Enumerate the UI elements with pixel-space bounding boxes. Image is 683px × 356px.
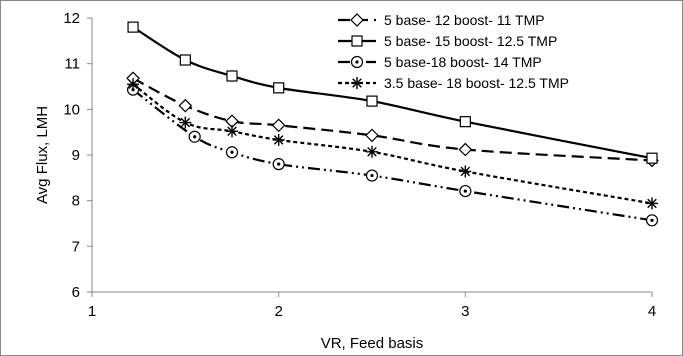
y-tick-label: 8 [72,193,80,210]
legend-marker [351,35,363,47]
data-point [459,184,472,198]
x-tick-label: 2 [274,303,282,320]
data-point [272,133,285,146]
x-axis-title: VR, Feed basis [321,335,424,352]
x-tick-label: 4 [648,303,656,320]
legend-marker [350,55,364,69]
x-axis-ticks: 1 2 3 4 [88,292,656,320]
y-tick-label: 11 [64,56,80,73]
data-point [366,145,378,158]
legend: 5 base- 12 boost- 11 TMP 5 base- 15 boost… [338,12,569,91]
legend-item: 5 base-18 boost- 14 TMP [338,54,542,70]
data-point [646,197,658,210]
data-point [458,142,473,157]
data-point [179,116,192,129]
series-2 [127,21,658,164]
y-axis-ticks: 6 7 8 9 10 11 12 [63,10,92,301]
data-point [127,21,139,33]
data-point [272,158,285,171]
data-point [459,165,472,178]
y-tick-label: 9 [72,147,80,164]
legend-label: 5 base- 15 boost- 12.5 TMP [384,33,557,49]
series-line [132,88,653,222]
y-tick-label: 6 [72,284,80,301]
data-point [271,118,286,133]
x-tick-label: 1 [88,303,96,320]
data-point [226,70,238,82]
data-point [226,125,238,138]
y-tick-label: 10 [63,101,80,118]
data-point [225,146,239,159]
data-point [127,78,140,91]
data-point [366,95,378,107]
legend-label: 5 base- 12 boost- 11 TMP [384,12,545,28]
legend-item: 5 base- 15 boost- 12.5 TMP [338,33,557,49]
y-tick-label: 12 [63,10,80,27]
data-point [365,128,379,143]
legend-marker [350,13,364,27]
legend-marker [351,77,363,89]
x-tick-label: 3 [461,303,469,320]
data-point [273,82,285,94]
data-point [365,169,379,182]
legend-item: 5 base- 12 boost- 11 TMP [338,12,545,28]
data-point [646,152,658,164]
series-3 [126,83,659,227]
legend-label: 5 base-18 boost- 14 TMP [384,54,542,70]
data-point [459,116,471,128]
data-point [178,98,193,113]
legend-item: 3.5 base- 18 boost- 12.5 TMP [338,75,569,91]
data-point [188,130,201,143]
y-axis-title: Avg Flux, LMH [34,106,51,204]
data-point [645,214,659,227]
y-tick-label: 7 [72,238,80,255]
legend-label: 3.5 base- 18 boost- 12.5 TMP [384,75,569,91]
series-4 [127,78,658,210]
data-point [179,54,191,66]
series-layer [126,21,659,227]
